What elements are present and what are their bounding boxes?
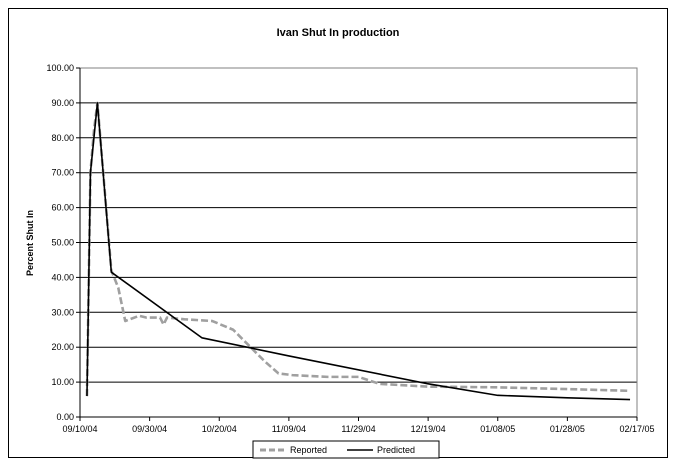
y-ticks: 0.00 10.00 20.00 30.00 40.00 50.00 60.00 70.00 8… [46, 63, 80, 422]
y-axis-label: Percent Shut In [25, 210, 35, 276]
x-tick-label: 01/08/05 [480, 424, 515, 434]
series-line-reported [85, 101, 631, 397]
legend: Reported Predicted [252, 440, 440, 459]
legend-box [252, 440, 440, 459]
x-tick-label: 11/09/04 [272, 424, 306, 434]
y-tick-label: 80.00 [51, 133, 74, 143]
y-tick-label: 0.00 [56, 412, 74, 422]
y-tick-label: 90.00 [51, 98, 74, 108]
chart-frame [8, 8, 668, 458]
x-tick-label: 02/17/05 [619, 424, 654, 434]
x-tick-label: 11/29/04 [341, 424, 375, 434]
y-tick-label: 100.00 [46, 63, 74, 73]
x-tick-label: 01/28/05 [550, 424, 585, 434]
legend-label-reported: Reported [290, 445, 327, 455]
x-tick-label: 09/10/04 [62, 424, 97, 434]
y-tick-label: 20.00 [51, 342, 74, 352]
y-tick-label: 30.00 [51, 307, 74, 317]
x-tick-label: 12/19/04 [411, 424, 446, 434]
y-tick-label: 60.00 [51, 203, 74, 213]
y-tick-label: 40.00 [51, 272, 74, 282]
x-tick-label: 09/30/04 [132, 424, 167, 434]
series-line-predicted [86, 102, 631, 401]
x-tick-label: 10/20/04 [202, 424, 237, 434]
y-tick-label: 10.00 [51, 377, 74, 387]
x-ticks: 09/10/04 09/30/04 10/20/04 11/09/04 11/29/04… [62, 417, 655, 434]
y-tick-label: 50.00 [51, 238, 74, 248]
legend-label-predicted: Predicted [377, 445, 415, 455]
gridlines [80, 102, 637, 383]
series-group [85, 101, 631, 401]
chart-title: Ivan Shut In production [277, 27, 400, 39]
y-tick-label: 70.00 [51, 168, 74, 178]
